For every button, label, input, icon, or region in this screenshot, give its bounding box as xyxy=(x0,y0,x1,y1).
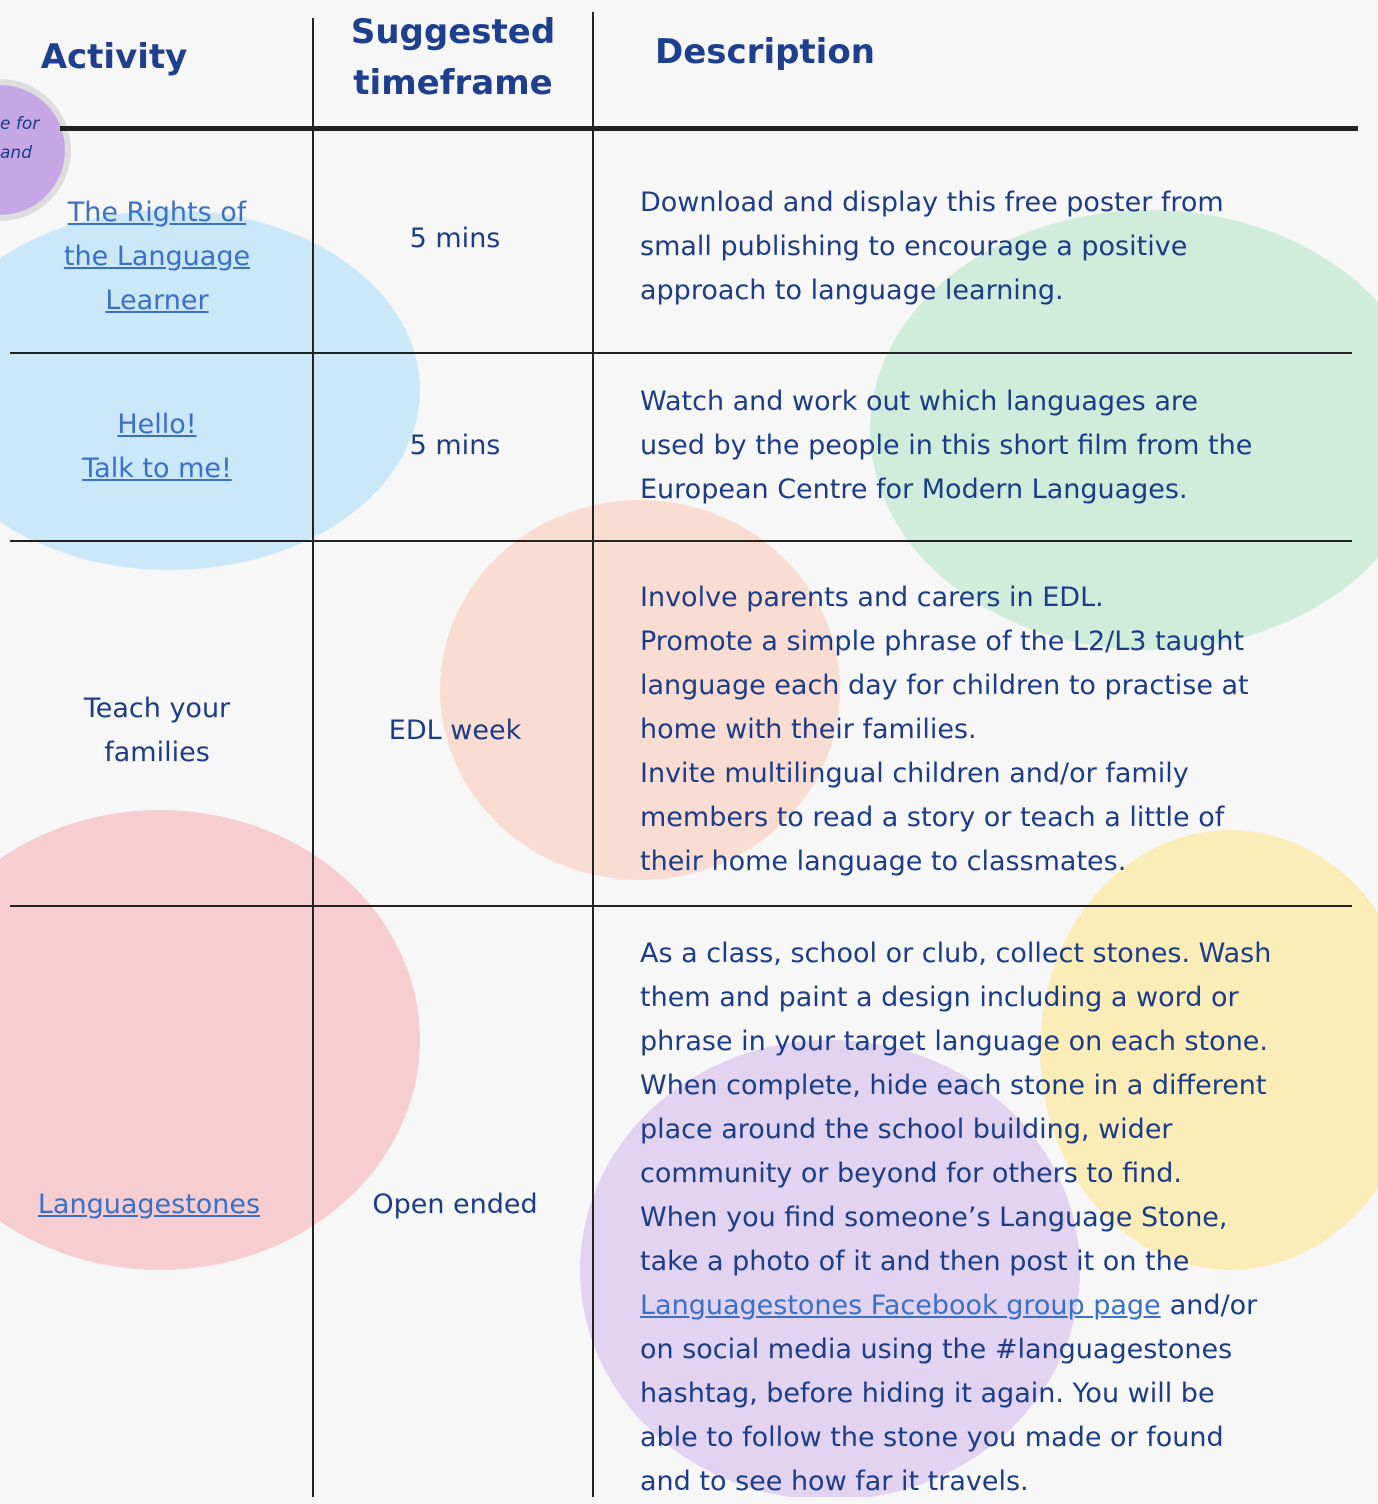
description-line: their home language to classmates. xyxy=(640,846,1127,877)
header-description: Description xyxy=(655,32,875,72)
description-line: approach to language learning. xyxy=(640,275,1064,306)
activity-link[interactable]: the Language xyxy=(63,241,251,272)
description-line: Languagestones Facebook group page and/or xyxy=(640,1284,1257,1328)
description-line: able to follow the stone you made or fou… xyxy=(640,1422,1224,1453)
description-line: Invite multilingual children and/or fami… xyxy=(640,758,1189,789)
column-line xyxy=(312,18,314,1497)
description-line: hashtag, before hiding it again. You wil… xyxy=(640,1378,1215,1409)
timeframe: EDL week xyxy=(388,715,522,746)
row-line xyxy=(10,905,1352,907)
description-line: used by the people in this short film fr… xyxy=(640,430,1253,461)
description-line: and to see how far it travels. xyxy=(640,1466,1029,1497)
activity-link[interactable]: Hello! xyxy=(117,409,197,440)
description-link[interactable]: Languagestones Facebook group page xyxy=(640,1290,1161,1321)
description-line: phrase in your target language on each s… xyxy=(640,1026,1269,1057)
header-activity: Activity xyxy=(40,37,188,77)
description-line: home with their families. xyxy=(640,714,977,745)
description-line: on social media using the #languagestone… xyxy=(640,1334,1233,1365)
timeframe: 5 mins xyxy=(409,430,501,461)
description-line: Involve parents and carers in EDL. xyxy=(640,582,1104,613)
sticker-text: and xyxy=(0,143,32,163)
activity-link[interactable]: The Rights of xyxy=(67,197,247,228)
header-timeframe: Suggested xyxy=(350,12,556,52)
description-line: members to read a story or teach a littl… xyxy=(640,802,1225,833)
description-line: community or beyond for others to find. xyxy=(640,1158,1182,1189)
description-line: language each day for children to practi… xyxy=(640,670,1249,701)
activity-link[interactable]: Languagestones xyxy=(37,1189,261,1220)
row-line xyxy=(10,352,1352,354)
description-line: them and paint a design including a word… xyxy=(640,982,1239,1013)
header-line xyxy=(60,126,1358,131)
description-line: small publishing to encourage a positive xyxy=(640,231,1188,262)
header-timeframe: timeframe xyxy=(353,63,553,103)
timeframe: Open ended xyxy=(372,1189,538,1220)
description-line: Promote a simple phrase of the L2/L3 tau… xyxy=(640,626,1245,657)
description-text: and/or xyxy=(1169,1290,1258,1321)
sticker-text: e for xyxy=(0,114,40,134)
description-line: Download and display this free poster fr… xyxy=(640,187,1224,218)
description-line: Watch and work out which languages are xyxy=(640,386,1198,417)
description-line: When you find someone’s Language Stone, xyxy=(640,1202,1228,1233)
description-line: place around the school building, wider xyxy=(640,1114,1173,1145)
description-line: European Centre for Modern Languages. xyxy=(640,474,1188,505)
activity-text: Teach your xyxy=(83,693,231,724)
column-line xyxy=(592,12,594,1497)
row-line xyxy=(10,540,1352,542)
description-line: When complete, hide each stone in a diff… xyxy=(640,1070,1267,1101)
description-line: As a class, school or club, collect ston… xyxy=(640,938,1272,969)
activity-link[interactable]: Learner xyxy=(105,285,209,316)
activity-link[interactable]: Talk to me! xyxy=(82,453,232,484)
description-line: take a photo of it and then post it on t… xyxy=(640,1246,1190,1277)
timeframe: 5 mins xyxy=(409,223,501,254)
activity-text: families xyxy=(104,737,210,768)
